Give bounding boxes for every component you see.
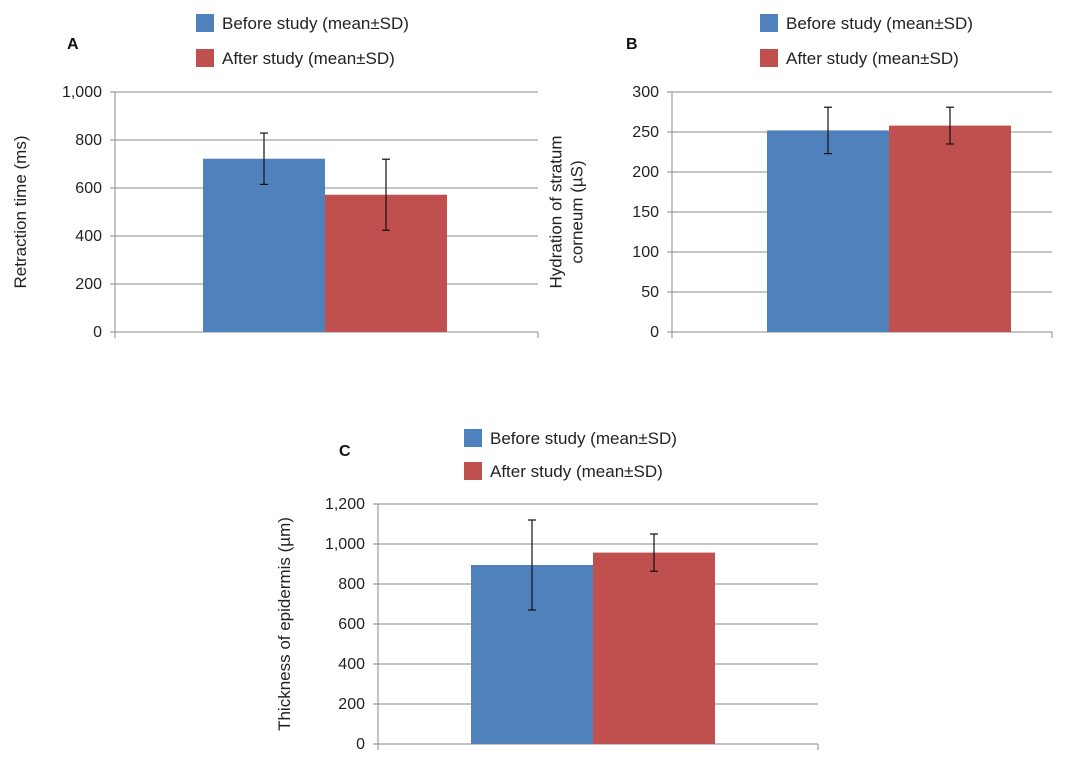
legend-label: After study (mean±SD) bbox=[222, 49, 395, 68]
y-tick-label: 400 bbox=[75, 228, 102, 245]
error-bar-before bbox=[528, 519, 536, 611]
legend-swatch bbox=[196, 49, 214, 67]
y-tick-label: 600 bbox=[75, 180, 102, 197]
y-axis-title: Retraction time (ms) bbox=[11, 135, 30, 288]
error-bar-after bbox=[382, 158, 390, 231]
chart-panel-c: C 0 200 400 600 800 1,000 1,200 Thickness of epi… bbox=[275, 429, 819, 753]
legend-swatch bbox=[196, 14, 214, 32]
legend-entry-before: Before study (mean±SD) bbox=[196, 14, 409, 33]
chart-panel-b: B 0 50 100 150 200 250 300 Hydration of stratum c… bbox=[547, 14, 1053, 341]
error-bar-after bbox=[650, 533, 658, 572]
error-bar-before bbox=[824, 106, 832, 155]
y-tick-label: 150 bbox=[632, 204, 659, 221]
panel-letter-a: A bbox=[67, 36, 79, 53]
bar-before bbox=[767, 130, 889, 332]
legend-swatch bbox=[760, 14, 778, 32]
legend-label: Before study (mean±SD) bbox=[490, 429, 677, 448]
bar-before bbox=[203, 158, 325, 332]
y-tick-label: 200 bbox=[338, 696, 365, 713]
panel-letter-b: B bbox=[626, 36, 638, 53]
y-axis-title: Hydration of stratum bbox=[547, 135, 566, 288]
y-tick-label: 200 bbox=[632, 164, 659, 181]
y-tick-label: 800 bbox=[75, 132, 102, 149]
legend-entry-after: After study (mean±SD) bbox=[196, 49, 395, 68]
legend-entry-after: After study (mean±SD) bbox=[464, 462, 663, 481]
legend-swatch bbox=[464, 462, 482, 480]
y-tick-label: 50 bbox=[641, 284, 659, 301]
y-tick-label: 800 bbox=[338, 576, 365, 593]
y-axis-title: corneum (µS) bbox=[568, 160, 587, 263]
panel-letter-c: C bbox=[339, 443, 351, 460]
legend-entry-after: After study (mean±SD) bbox=[760, 49, 959, 68]
legend-swatch bbox=[760, 49, 778, 67]
y-tick-label: 0 bbox=[356, 736, 365, 753]
legend-entry-before: Before study (mean±SD) bbox=[464, 429, 677, 448]
legend-label: Before study (mean±SD) bbox=[222, 14, 409, 33]
legend-swatch bbox=[464, 429, 482, 447]
y-tick-label: 300 bbox=[632, 84, 659, 101]
legend-label: After study (mean±SD) bbox=[786, 49, 959, 68]
y-tick-label: 250 bbox=[632, 124, 659, 141]
error-bar-before bbox=[260, 132, 268, 185]
y-tick-label: 1,000 bbox=[62, 84, 102, 101]
error-bar-after bbox=[946, 106, 954, 145]
y-tick-label: 100 bbox=[632, 244, 659, 261]
y-tick-label: 0 bbox=[93, 324, 102, 341]
legend-label: After study (mean±SD) bbox=[490, 462, 663, 481]
chart-panel-a: A 0 200 400 600 800 1,000 Retraction time (ms) B… bbox=[11, 14, 539, 341]
bar-after bbox=[593, 552, 715, 744]
y-tick-label: 1,000 bbox=[325, 536, 365, 553]
y-axis-title: Thickness of epidermis (µm) bbox=[275, 517, 294, 731]
y-tick-label: 1,200 bbox=[325, 496, 365, 513]
y-tick-label: 200 bbox=[75, 276, 102, 293]
y-tick-label: 400 bbox=[338, 656, 365, 673]
bar-after bbox=[889, 125, 1011, 332]
legend-label: Before study (mean±SD) bbox=[786, 14, 973, 33]
y-tick-label: 600 bbox=[338, 616, 365, 633]
y-tick-label: 0 bbox=[650, 324, 659, 341]
legend-entry-before: Before study (mean±SD) bbox=[760, 14, 973, 33]
